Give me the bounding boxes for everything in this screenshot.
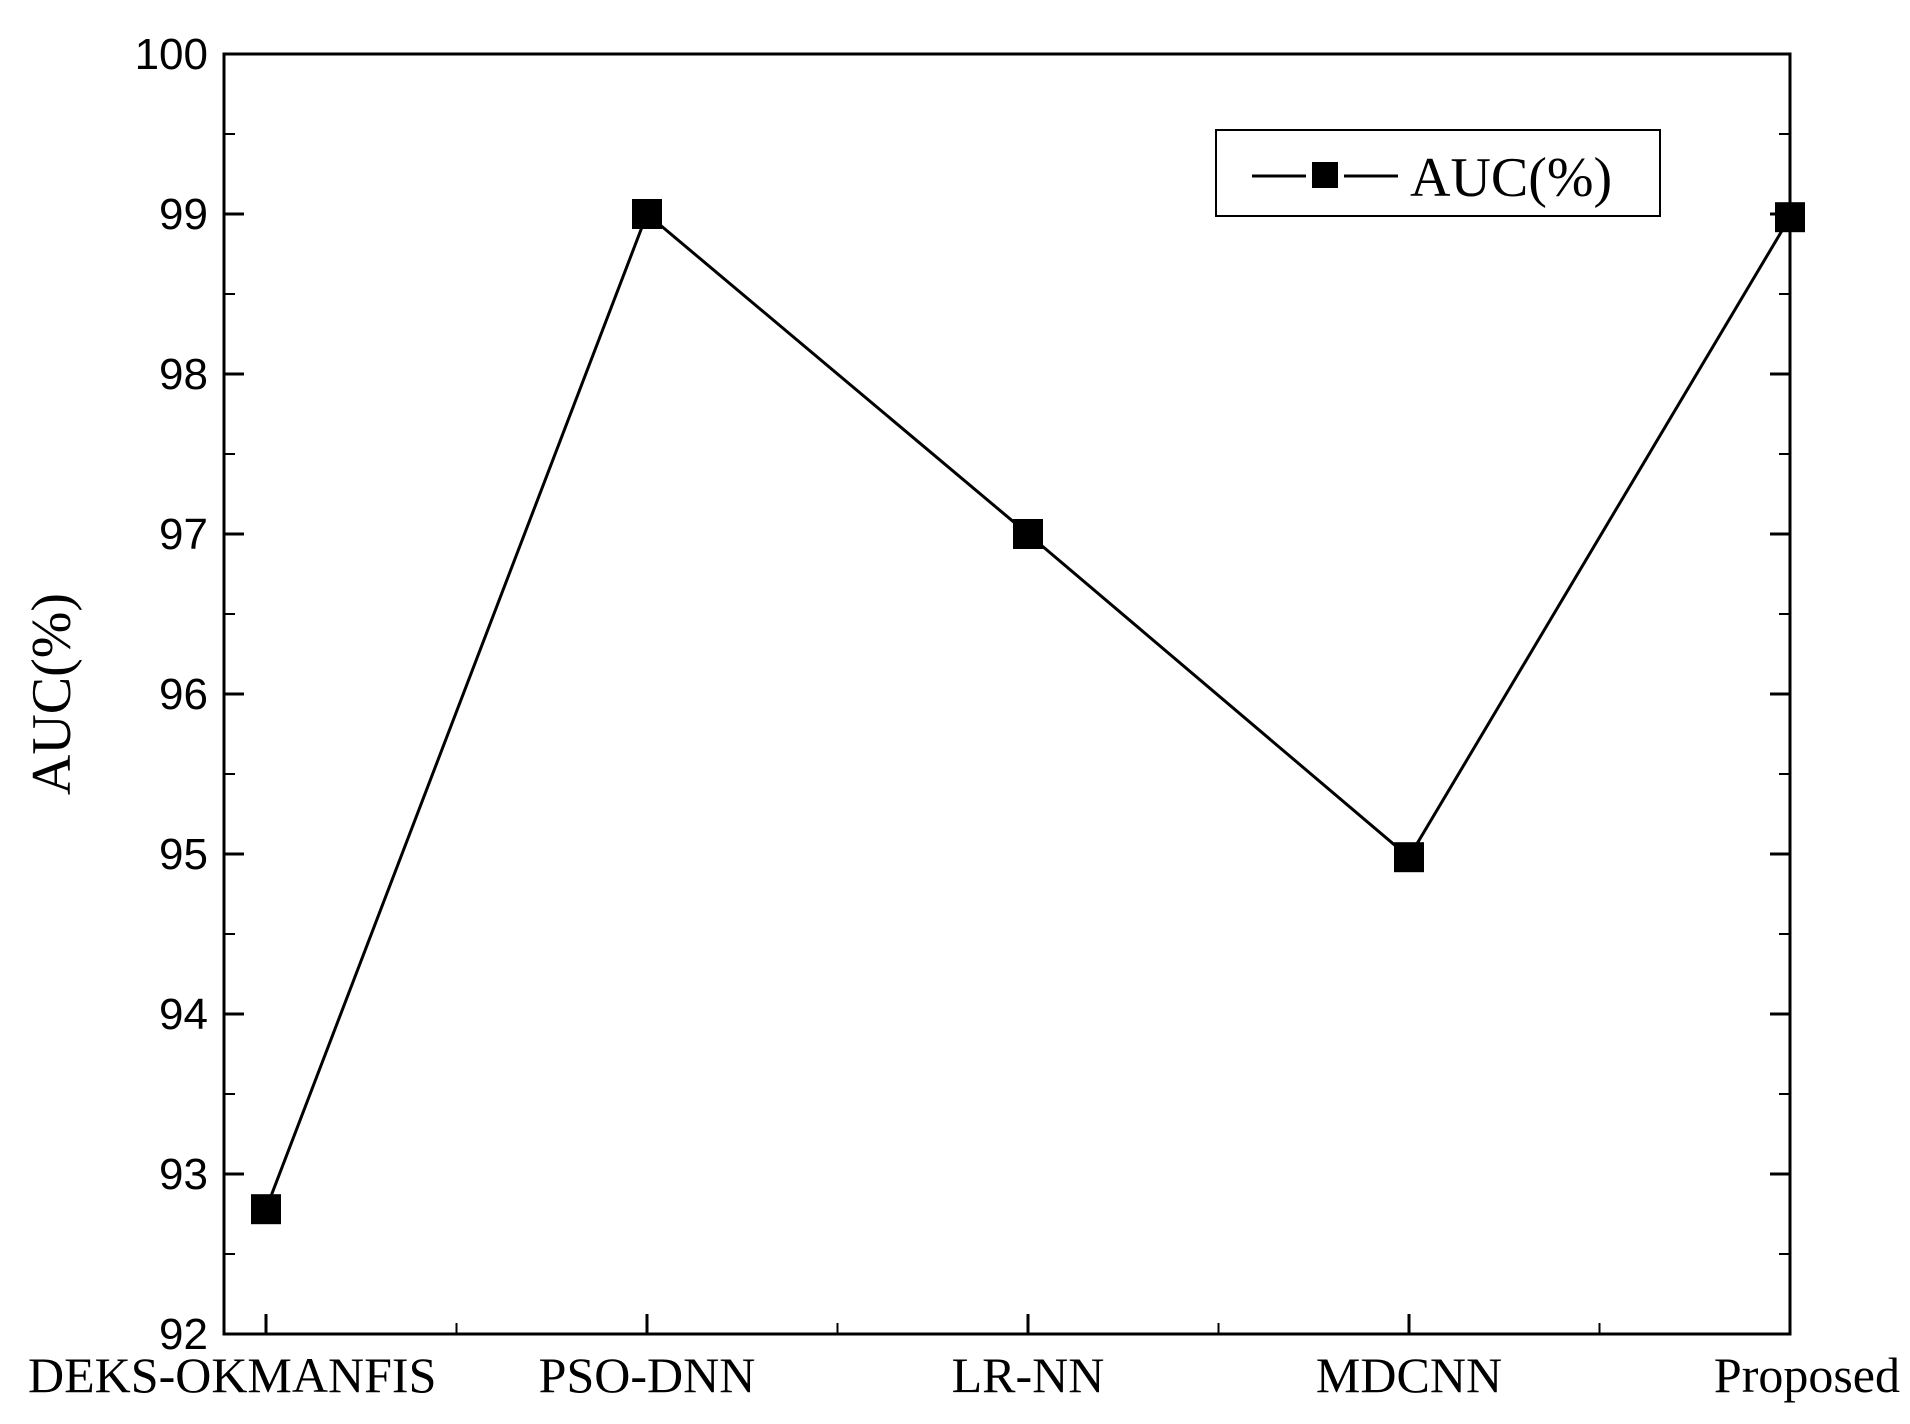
data-point-marker	[1394, 842, 1424, 873]
x-tick-label: MDCNN	[1316, 1347, 1502, 1403]
legend-label: AUC(%)	[1410, 147, 1612, 209]
y-tick-label: 100	[135, 30, 208, 79]
y-tick-label: 92	[159, 1310, 208, 1359]
data-point-marker	[251, 1194, 281, 1225]
y-tick-label: 95	[159, 830, 208, 879]
legend: AUC(%)	[1215, 129, 1661, 217]
y-tick-label: 99	[159, 190, 208, 239]
series-layer	[251, 199, 1805, 1225]
data-point-marker	[632, 199, 662, 229]
y-tick-label: 98	[159, 350, 208, 399]
y-tick-label: 96	[159, 670, 208, 719]
data-point-marker	[1013, 519, 1043, 549]
x-tick-label: LR-NN	[952, 1347, 1105, 1403]
x-tick-label: Proposed	[1714, 1347, 1900, 1403]
legend-box	[1215, 129, 1661, 217]
y-tick-label: 94	[159, 990, 208, 1039]
x-tick-label: DEKS-OKMANFIS	[28, 1347, 436, 1403]
x-tick-label: PSO-DNN	[539, 1347, 756, 1403]
y-tick-label: 97	[159, 510, 208, 559]
data-point-marker	[1775, 202, 1805, 233]
legend-marker	[1312, 162, 1338, 188]
y-axis-title: AUC(%)	[21, 593, 83, 795]
y-axis: 92 93 94 95 96 97 98 99 100	[135, 30, 1790, 1359]
x-axis: DEKS-OKMANFIS PSO-DNN LR-NN MDCNN Proposed	[28, 1314, 1900, 1403]
series-line	[264, 211, 1792, 1210]
plot-frame	[222, 52, 1792, 1336]
y-tick-label: 93	[159, 1150, 208, 1199]
